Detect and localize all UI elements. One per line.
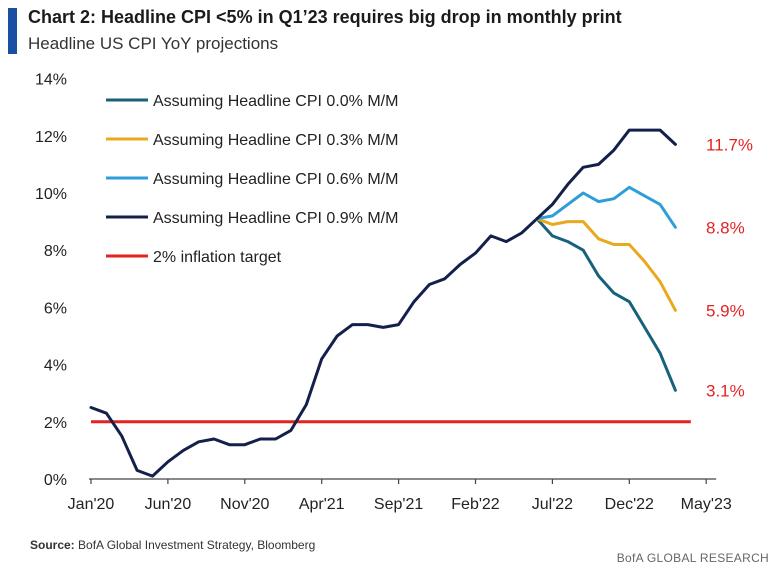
title-accent-bar <box>8 8 17 54</box>
y-tick-label: 2% <box>44 415 67 432</box>
source-note: Source: BofA Global Investment Strategy,… <box>30 538 315 552</box>
series-line-history <box>89 217 539 478</box>
y-tick-label: 6% <box>44 300 67 317</box>
series-line-p6 <box>535 185 677 229</box>
source-label: Source: <box>30 538 75 552</box>
end-value-label: 3.1% <box>706 381 745 400</box>
end-value-label: 11.7% <box>706 135 753 154</box>
y-tick-label: 0% <box>44 472 67 489</box>
x-axis: Jan'20 Jun'20 Nov'20 Apr'21 Sep'21 Feb'22 Jul'… <box>68 478 732 513</box>
plot-area <box>89 128 691 478</box>
y-tick-label: 10% <box>35 186 67 203</box>
y-tick-label: 12% <box>35 129 67 146</box>
legend-label: Assuming Headline CPI 0.9% M/M <box>153 210 398 227</box>
brand-footer: BofA GLOBAL RESEARCH <box>616 551 769 565</box>
y-tick-label: 4% <box>44 358 67 375</box>
series-line-zero <box>535 217 677 392</box>
legend-label: 2% inflation target <box>153 249 282 266</box>
y-tick-label: 14% <box>35 72 67 89</box>
series-line-p9 <box>535 128 677 221</box>
end-labels: 3.1% 5.9% 8.8% 11.7% <box>706 135 753 400</box>
x-tick-label: Jan'20 <box>68 496 115 513</box>
x-tick-label: Dec'22 <box>605 496 654 513</box>
x-tick-label: Nov'20 <box>220 496 269 513</box>
x-tick-label: Apr'21 <box>299 496 345 513</box>
chart-title: Chart 2: Headline CPI <5% in Q1’23 requi… <box>28 7 622 27</box>
x-tick-label: Jun'20 <box>145 496 192 513</box>
x-tick-label: Feb'22 <box>451 496 500 513</box>
legend-label: Assuming Headline CPI 0.3% M/M <box>153 132 398 149</box>
x-tick-label: Jul'22 <box>532 496 573 513</box>
y-tick-label: 8% <box>44 243 67 260</box>
source-text: BofA Global Investment Strategy, Bloombe… <box>78 538 316 552</box>
x-tick-label: May'23 <box>681 496 732 513</box>
end-value-label: 8.8% <box>706 218 745 237</box>
series-line-p3 <box>535 217 677 312</box>
legend-label: Assuming Headline CPI 0.0% M/M <box>153 93 398 110</box>
legend-label: Assuming Headline CPI 0.6% M/M <box>153 171 398 188</box>
y-axis: 0% 2% 4% 6% 8% 10% 12% 14% <box>35 72 67 489</box>
end-value-label: 5.9% <box>706 301 745 320</box>
x-tick-label: Sep'21 <box>374 496 423 513</box>
chart-subtitle: Headline US CPI YoY projections <box>28 34 279 53</box>
legend: Assuming Headline CPI 0.0% M/M Assuming H… <box>106 93 398 266</box>
